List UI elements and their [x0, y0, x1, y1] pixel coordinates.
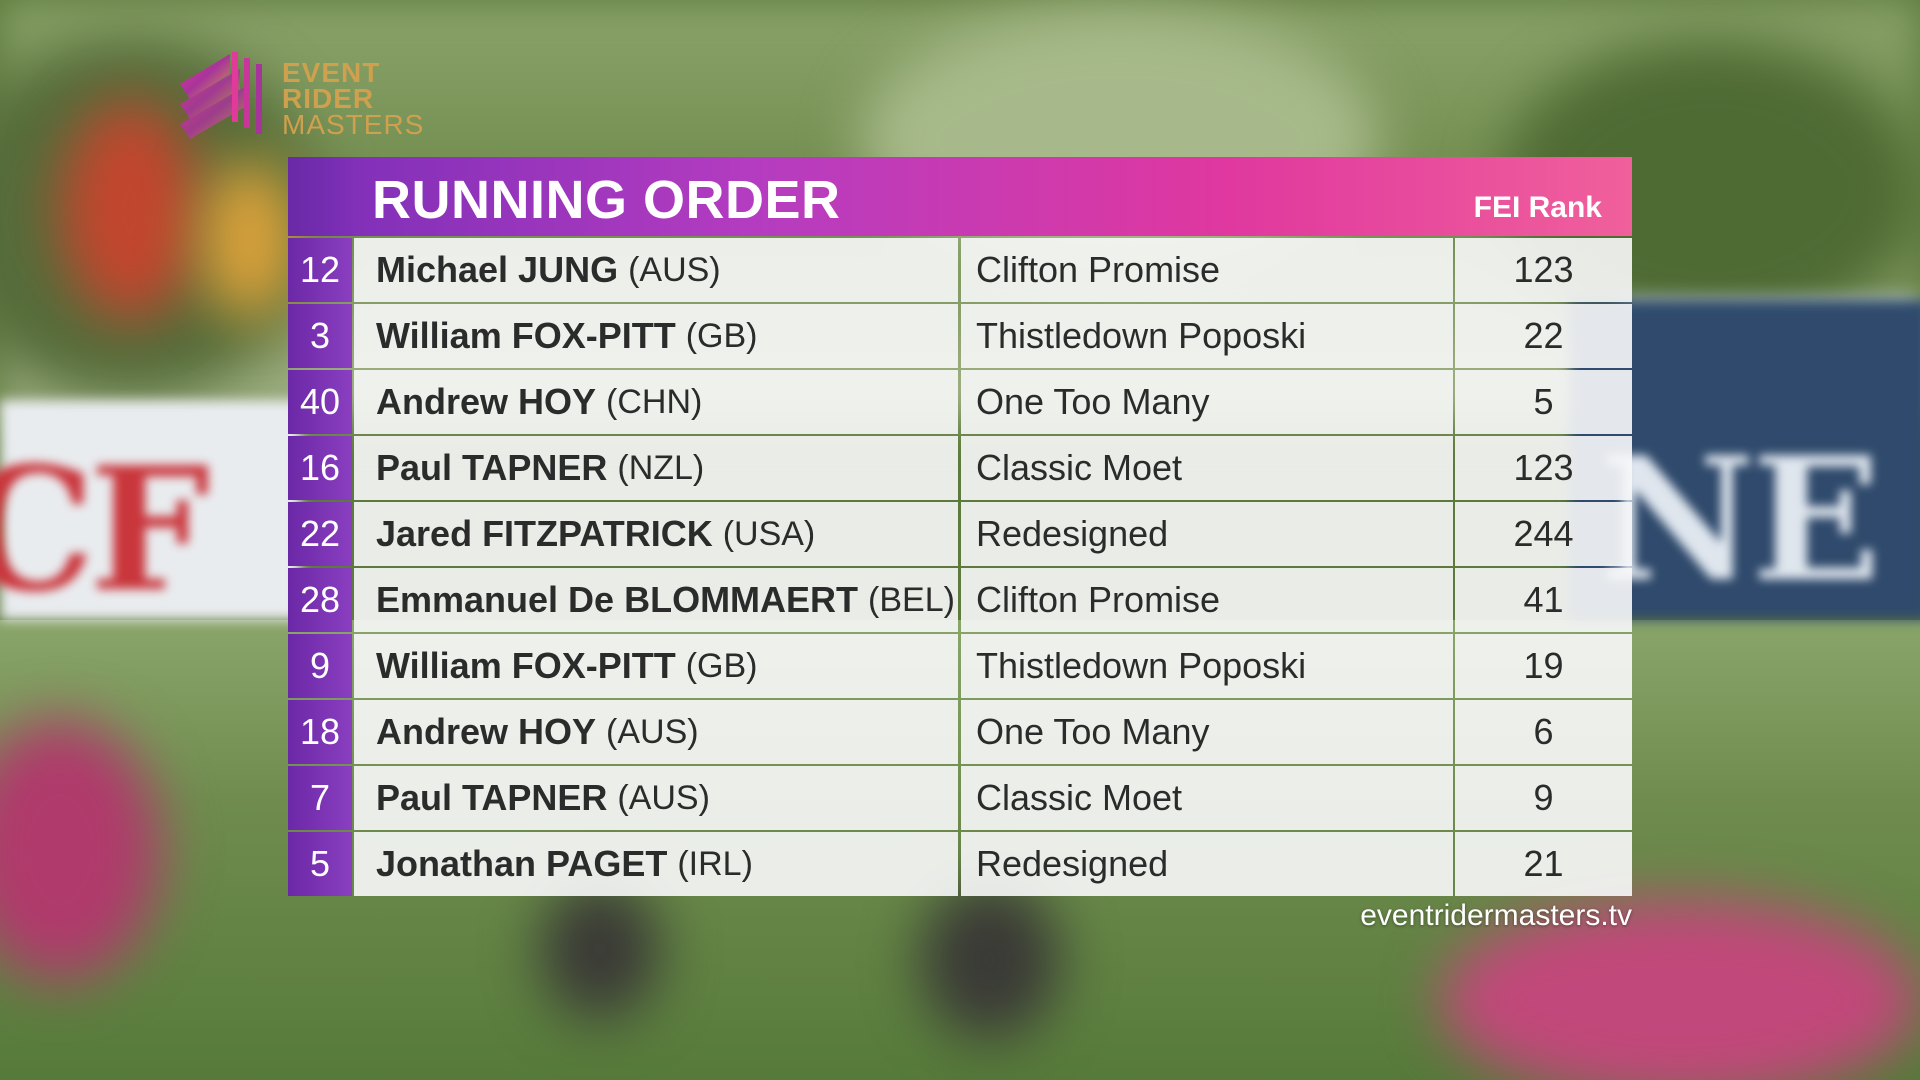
horse-name: One Too Many [961, 700, 1453, 764]
fei-rank: 244 [1455, 502, 1632, 566]
fei-rank: 22 [1455, 304, 1632, 368]
background-flag-yellow [200, 160, 300, 320]
rider-country: (IRL) [677, 844, 753, 883]
rider-name: Michael JUNG [376, 249, 619, 290]
rider-country: (BEL) [868, 580, 955, 619]
start-number: 5 [288, 832, 352, 896]
horse-name: One Too Many [961, 370, 1453, 434]
background-horse-leg-right [920, 880, 1060, 1040]
rider-country: (CHN) [606, 382, 703, 421]
rider-cell: Andrew HOY (CHN) [354, 370, 958, 434]
fei-rank-column-header: FEI Rank [1473, 191, 1602, 224]
start-number: 28 [288, 568, 352, 632]
rider-name: Andrew HOY [376, 711, 597, 752]
rider-cell: Paul TAPNER (NZL) [354, 436, 958, 500]
running-order-row: 40 Andrew HOY (CHN) One Too Many 5 [288, 370, 1632, 434]
rider-cell: Jonathan PAGET (IRL) [354, 832, 958, 896]
logo-text-masters: MASTERS [282, 109, 425, 140]
horse-name: Classic Moet [961, 766, 1453, 830]
start-number: 9 [288, 634, 352, 698]
logo-text-event: EVENT [282, 57, 381, 88]
fei-rank: 123 [1455, 238, 1632, 302]
horse-name: Clifton Promise [961, 238, 1453, 302]
rider-name: Paul TAPNER [376, 447, 608, 488]
start-number: 3 [288, 304, 352, 368]
rider-name: Jonathan PAGET [376, 843, 668, 884]
rider-name: Emmanuel De BLOMMAERT [376, 579, 859, 620]
horse-name: Classic Moet [961, 436, 1453, 500]
rider-country: (USA) [722, 514, 816, 553]
rider-cell: Paul TAPNER (AUS) [354, 766, 958, 830]
rider-cell: Michael JUNG (AUS) [354, 238, 958, 302]
running-order-row: 5 Jonathan PAGET (IRL) Redesigned 21 [288, 832, 1632, 896]
rider-cell: William FOX-PITT (GB) [354, 634, 958, 698]
logo-wordmark: EVENT RIDER MASTERS [282, 57, 425, 140]
rider-country: (GB) [685, 646, 758, 685]
horse-name: Redesigned [961, 832, 1453, 896]
background-flag-red [60, 100, 200, 320]
fei-rank: 9 [1455, 766, 1632, 830]
horse-name: Thistledown Poposki [961, 304, 1453, 368]
rider-name: William FOX-PITT [376, 315, 676, 356]
start-number: 16 [288, 436, 352, 500]
fei-rank: 41 [1455, 568, 1632, 632]
background-flowers-right [1440, 900, 1920, 1080]
panel-header: RUNNING ORDER FEI Rank [288, 157, 1632, 236]
logo-text-rider: RIDER [282, 83, 375, 114]
rider-cell: Jared FITZPATRICK (USA) [354, 502, 958, 566]
rider-country: (AUS) [606, 712, 699, 751]
running-order-row: 22 Jared FITZPATRICK (USA) Redesigned 244 [288, 502, 1632, 566]
running-order-row: 12 Michael JUNG (AUS) Clifton Promise 123 [288, 238, 1632, 302]
horse-name: Clifton Promise [961, 568, 1453, 632]
running-order-row: 7 Paul TAPNER (AUS) Classic Moet 9 [288, 766, 1632, 830]
running-order-row: 3 William FOX-PITT (GB) Thistledown Popos… [288, 304, 1632, 368]
rider-cell: William FOX-PITT (GB) [354, 304, 958, 368]
background-flowers-left [0, 720, 160, 980]
start-number: 40 [288, 370, 352, 434]
background-banner-left [0, 400, 300, 620]
running-order-row: 16 Paul TAPNER (NZL) Classic Moet 123 [288, 436, 1632, 500]
running-order-panel: RUNNING ORDER FEI Rank 12 Michael JUNG (A… [288, 157, 1632, 932]
rider-country: (GB) [685, 316, 758, 355]
fei-rank: 123 [1455, 436, 1632, 500]
horse-name: Thistledown Poposki [961, 634, 1453, 698]
rider-cell: Andrew HOY (AUS) [354, 700, 958, 764]
running-order-row: 28 Emmanuel De BLOMMAERT (BEL) Clifton Pr… [288, 568, 1632, 632]
fei-rank: 6 [1455, 700, 1632, 764]
running-order-row: 9 William FOX-PITT (GB) Thistledown Popos… [288, 634, 1632, 698]
start-number: 18 [288, 700, 352, 764]
rider-name: Andrew HOY [376, 381, 597, 422]
background-banner-left-lettering: CF [0, 430, 210, 630]
logo-mark-icon [180, 52, 262, 139]
rider-country: (NZL) [617, 448, 705, 487]
website-url: eventridermasters.tv [1360, 899, 1632, 932]
panel-title: RUNNING ORDER [372, 170, 841, 230]
start-number: 22 [288, 502, 352, 566]
rider-name: Jared FITZPATRICK [376, 513, 713, 554]
rider-cell: Emmanuel De BLOMMAERT (BEL) [354, 568, 958, 632]
running-order-list: 12 Michael JUNG (AUS) Clifton Promise 123… [288, 238, 1632, 896]
rider-name: Paul TAPNER [376, 777, 608, 818]
horse-name: Redesigned [961, 502, 1453, 566]
start-number: 12 [288, 238, 352, 302]
rider-country: (AUS) [628, 250, 721, 289]
fei-rank: 19 [1455, 634, 1632, 698]
fei-rank: 21 [1455, 832, 1632, 896]
running-order-row: 18 Andrew HOY (AUS) One Too Many 6 [288, 700, 1632, 764]
rider-name: William FOX-PITT [376, 645, 676, 686]
rider-country: (AUS) [617, 778, 710, 817]
fei-rank: 5 [1455, 370, 1632, 434]
background-horse-leg-left [540, 880, 660, 1020]
background-banner-right-lettering: NE [1600, 420, 1881, 620]
start-number: 7 [288, 766, 352, 830]
event-rider-masters-logo: EVENT RIDER MASTERS [170, 44, 430, 154]
